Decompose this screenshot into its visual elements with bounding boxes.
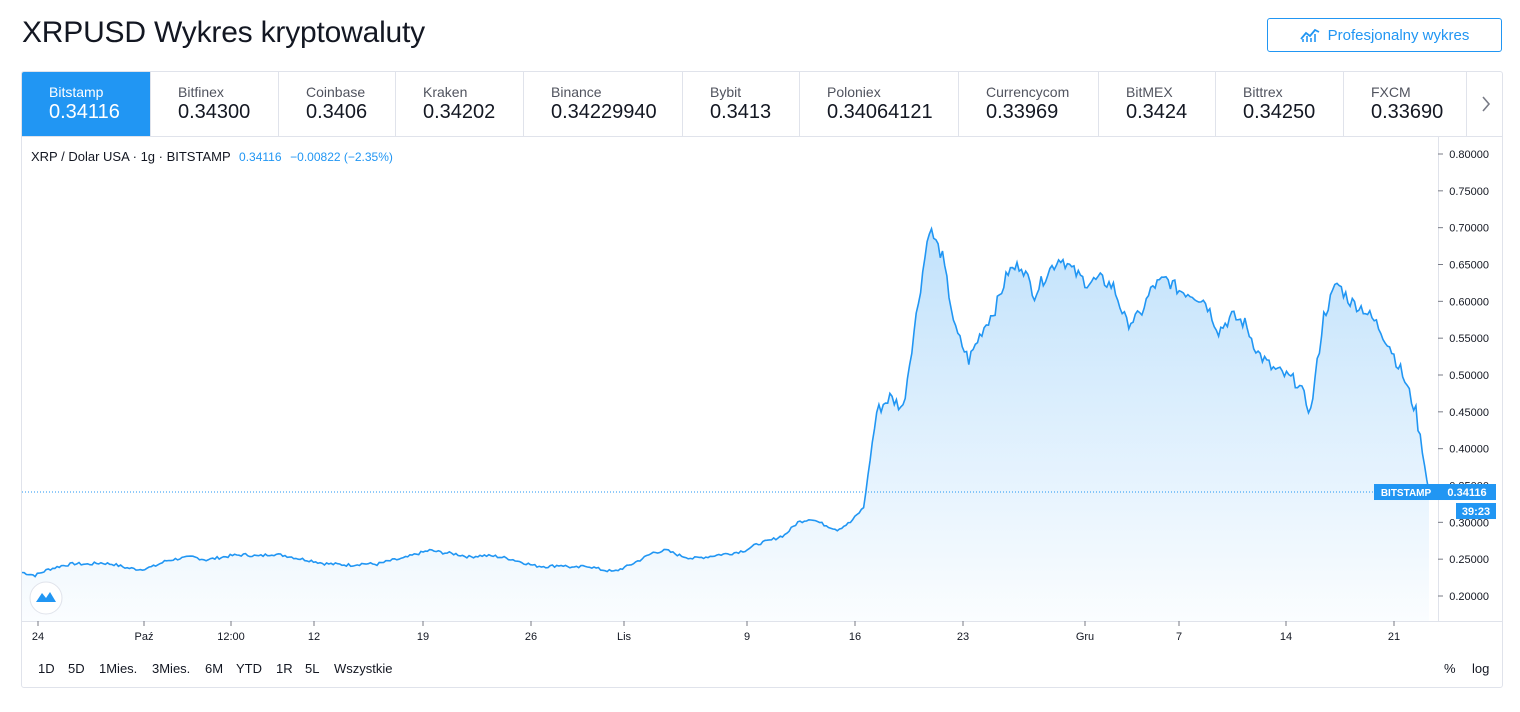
exchange-price: 0.33969: [986, 101, 1059, 123]
range-button-1d[interactable]: 1D: [38, 661, 55, 676]
x-tick-label: 26: [525, 631, 537, 643]
legend-change: −0.00822 (−2.35%): [290, 150, 393, 164]
x-tick-label: 21: [1388, 631, 1400, 643]
y-tick-label: 0.30000: [1449, 517, 1489, 529]
chart-widget: Bitstamp 0.34116 Bitfinex 0.34300 Coinba…: [21, 71, 1503, 688]
bar-countdown: 39:23: [1462, 506, 1490, 518]
exchange-name: Currencycom: [986, 84, 1070, 100]
exchange-price: 0.34202: [423, 101, 496, 123]
x-tick-label: 16: [849, 631, 861, 643]
y-tick-label: 0.60000: [1449, 296, 1489, 308]
chevron-right-icon: [1482, 96, 1491, 112]
range-button-ytd[interactable]: YTD: [236, 661, 262, 676]
countdown-bg: [1456, 503, 1496, 520]
range-button-5y[interactable]: 5L: [305, 661, 320, 676]
price-series-line: [22, 226, 1430, 578]
y-tick-label: 0.25000: [1449, 554, 1489, 566]
range-button-1m[interactable]: 1Mies.: [99, 661, 138, 676]
exchange-tab-bitstamp[interactable]: Bitstamp 0.34116: [22, 72, 151, 136]
tabs-scroll-right-button[interactable]: [1467, 72, 1502, 136]
price-tag-value: 0.34116: [1447, 487, 1486, 499]
x-tick-label: 7: [1176, 631, 1182, 643]
exchange-price: 0.3406: [306, 101, 368, 123]
range-button-all[interactable]: Wszystkie: [334, 661, 393, 676]
x-tick-label: 24: [32, 631, 44, 643]
exchange-price: 0.34300: [178, 101, 251, 123]
chart-area[interactable]: 0.80000 0.75000 0.70000 0.65000 0.60000 0.550…: [22, 137, 1502, 649]
exchange-tab-coinbase[interactable]: Coinbase 0.3406: [279, 72, 396, 136]
x-tick-label: 23: [957, 631, 969, 643]
y-tick-label: 0.50000: [1449, 370, 1489, 382]
exchange-name: Bitstamp: [49, 84, 104, 100]
exchange-name: FXCM: [1371, 84, 1411, 100]
exchange-price: 0.34064121: [827, 101, 933, 123]
exchange-price: 0.34229940: [551, 101, 657, 123]
exchange-name: Poloniex: [827, 84, 881, 100]
range-button-6m[interactable]: 6M: [205, 661, 224, 676]
x-tick-label: Lis: [617, 631, 632, 643]
range-button-5d[interactable]: 5D: [68, 661, 85, 676]
y-tick-label: 0.65000: [1449, 260, 1489, 272]
x-tick-label: Paź: [135, 631, 154, 643]
professional-chart-button[interactable]: Profesjonalny wykres: [1267, 18, 1502, 52]
exchange-name: Bittrex: [1243, 84, 1283, 100]
exchange-name: Bitfinex: [178, 84, 224, 100]
legend-last-price: 0.34116: [239, 150, 282, 164]
y-tick-label: 0.20000: [1449, 591, 1489, 603]
exchange-name: BitMEX: [1126, 84, 1173, 100]
exchange-tab-kraken[interactable]: Kraken 0.34202: [396, 72, 524, 136]
exchange-name: Bybit: [710, 84, 742, 100]
exchange-price: 0.3424: [1126, 101, 1188, 123]
professional-chart-label: Profesjonalny wykres: [1327, 26, 1470, 44]
log-scale-toggle[interactable]: log: [1472, 661, 1490, 676]
exchange-tab-fxcm[interactable]: FXCM 0.33690: [1344, 72, 1467, 136]
exchange-tab-bittrex[interactable]: Bittrex 0.34250: [1216, 72, 1344, 136]
logo-mark: [36, 592, 56, 602]
range-button-1y[interactable]: 1R: [276, 661, 293, 676]
exchange-tabs: Bitstamp 0.34116 Bitfinex 0.34300 Coinba…: [22, 72, 1502, 137]
price-tag-exchange: BITSTAMP: [1381, 488, 1432, 499]
range-button-3m[interactable]: 3Mies.: [152, 661, 191, 676]
exchange-price: 0.3413: [710, 101, 772, 123]
exchange-tab-bitmex[interactable]: BitMEX 0.3424: [1099, 72, 1216, 136]
x-tick-label: 14: [1280, 631, 1292, 643]
exchange-price: 0.34116: [49, 101, 120, 123]
y-tick-label: 0.70000: [1449, 223, 1489, 235]
x-tick-label: 12: [308, 631, 320, 643]
exchange-name: Kraken: [423, 84, 468, 100]
x-tick-label: 12:00: [217, 631, 245, 643]
price-tag-value-bg: [1438, 484, 1496, 501]
y-tick-label: 0.75000: [1449, 186, 1489, 198]
exchange-tab-poloniex[interactable]: Poloniex 0.34064121: [800, 72, 959, 136]
exchange-price: 0.34250: [1243, 101, 1316, 123]
chart-legend: XRP / Dolar USA · 1g · BITSTAMP 0.34116 …: [31, 149, 393, 164]
page-title: XRPUSD Wykres kryptowaluty: [22, 16, 425, 49]
price-area-fill: [22, 228, 1429, 622]
exchange-tab-bitfinex[interactable]: Bitfinex 0.34300: [151, 72, 279, 136]
percent-scale-toggle[interactable]: %: [1444, 661, 1456, 676]
range-toolbar: 1D 5D 1Mies. 3Mies. 6M YTD 1R 5L Wszystk…: [22, 649, 1502, 687]
y-tick-label: 0.80000: [1449, 149, 1489, 161]
legend-symbol: XRP / Dolar USA · 1g · BITSTAMP: [31, 149, 231, 164]
chart-line-icon: [1299, 28, 1320, 42]
x-tick-label: 19: [417, 631, 429, 643]
y-tick-label: 0.45000: [1449, 407, 1489, 419]
y-tick-label: 0.55000: [1449, 333, 1489, 345]
y-tick-label: 0.40000: [1449, 444, 1489, 456]
x-tick-label: Gru: [1076, 631, 1094, 643]
exchange-name: Binance: [551, 84, 602, 100]
exchange-tab-binance[interactable]: Binance 0.34229940: [524, 72, 683, 136]
exchange-name: Coinbase: [306, 84, 366, 100]
price-chart[interactable]: 0.80000 0.75000 0.70000 0.65000 0.60000 0.550…: [22, 137, 1502, 649]
exchange-price: 0.33690: [1371, 101, 1444, 123]
exchange-tab-currencycom[interactable]: Currencycom 0.33969: [959, 72, 1099, 136]
price-tag-exchange-bg: [1374, 484, 1438, 501]
x-tick-label: 9: [744, 631, 750, 643]
exchange-tab-bybit[interactable]: Bybit 0.3413: [683, 72, 800, 136]
